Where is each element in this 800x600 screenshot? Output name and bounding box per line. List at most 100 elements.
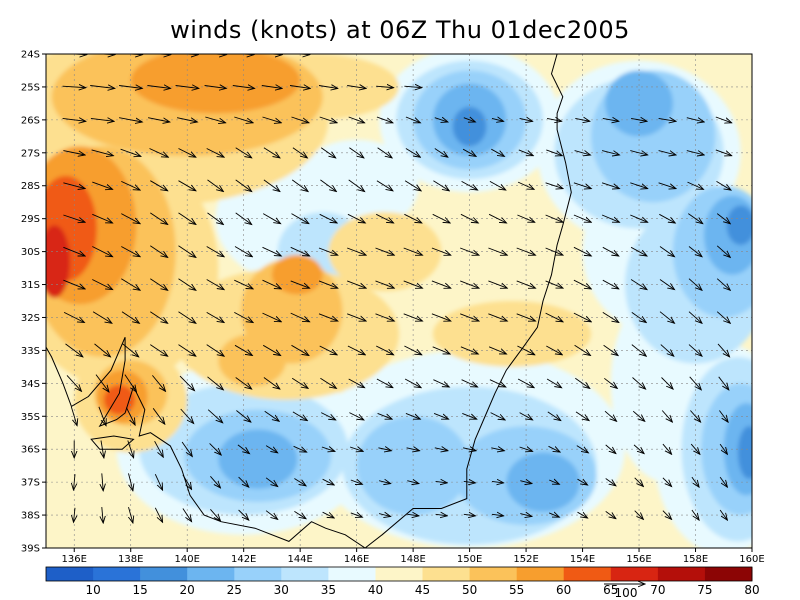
wind-arrow <box>687 181 704 189</box>
wind-arrow <box>573 182 591 189</box>
lat-tick-label: 35S <box>21 412 40 423</box>
wind-arrow <box>605 511 616 518</box>
wind-arrow <box>548 445 561 452</box>
wind-arrow <box>545 312 563 322</box>
wind-arrow <box>488 346 506 354</box>
contour-blob <box>46 225 70 298</box>
wind-arrow <box>262 116 282 123</box>
wind-arrow <box>290 280 310 288</box>
wind-arrow <box>206 246 224 257</box>
wind-arrow <box>719 509 727 520</box>
wind-arrow <box>460 280 479 288</box>
wind-arrow <box>660 344 674 357</box>
wind-arrow <box>517 378 534 388</box>
wind-arrow <box>347 280 366 288</box>
map-axes: 136E 138E 140E 142E 144E 146E 148E 150E 152E 154E… <box>21 50 765 566</box>
colorbar-frame <box>45 566 753 582</box>
wind-arrow <box>147 86 170 89</box>
wind-arrow <box>659 213 675 223</box>
wind-arrow <box>659 311 675 324</box>
lat-tick-label: 33S <box>21 346 40 357</box>
wind-arrow <box>347 247 366 255</box>
wind-arrow <box>632 377 646 390</box>
lon-tick-label: 146E <box>344 554 369 565</box>
colorbar-swatch <box>469 567 518 581</box>
wind-arrow <box>601 182 619 189</box>
wind-arrow <box>546 378 562 388</box>
colorbar-label: 75 <box>697 583 712 597</box>
wind-arrow <box>491 448 504 451</box>
lon-tick-label: 140E <box>174 554 199 565</box>
wind-arrow <box>463 514 476 516</box>
wind-arrow <box>121 311 139 324</box>
colorbar-swatch <box>704 567 753 581</box>
wind-arrow <box>603 344 619 355</box>
wind-arrow <box>602 279 619 289</box>
lat-tick-label: 28S <box>21 181 40 192</box>
wind-arrow <box>519 118 533 121</box>
wind-arrow <box>347 86 366 89</box>
wind-arrow <box>101 440 104 458</box>
wind-arrow <box>95 374 109 392</box>
contour-level-70-75 <box>46 225 70 298</box>
contour-blob <box>506 452 580 512</box>
wind-arrow <box>234 312 253 322</box>
wind-arrow <box>237 444 250 454</box>
wind-arrow <box>659 246 675 257</box>
wind-arrow <box>318 86 338 89</box>
wind-arrow <box>150 278 167 291</box>
contour-blob <box>130 54 301 114</box>
lat-tick-label: 26S <box>21 115 40 126</box>
colorbar-label: 10 <box>85 583 100 597</box>
wind-arrow <box>234 279 253 289</box>
wind-arrow <box>152 375 165 391</box>
wind-arrow <box>519 447 533 451</box>
wind-arrow <box>659 279 675 290</box>
wind-arrow <box>294 478 306 486</box>
wind-arrow <box>576 445 589 453</box>
wind-arrow <box>261 86 282 89</box>
wind-arrow <box>460 213 478 223</box>
contour-blob <box>218 429 298 489</box>
wind-arrow <box>716 181 732 190</box>
wind-arrow <box>431 313 451 321</box>
wind-arrow <box>577 512 588 518</box>
wind-arrow <box>690 443 700 454</box>
lat-tick-label: 39S <box>21 544 40 555</box>
wind-arrow <box>715 116 732 123</box>
wind-arrow <box>318 280 338 288</box>
wind-arrow <box>658 150 676 155</box>
wind-arrow <box>154 507 162 523</box>
wind-arrow <box>488 213 506 223</box>
colorbar-label: 80 <box>744 583 759 597</box>
wind-arrow <box>154 474 162 490</box>
wind-arrow <box>460 346 478 354</box>
wind-arrow <box>319 213 337 223</box>
lon-tick-label: 160E <box>739 554 764 565</box>
wind-arrow <box>322 478 335 485</box>
colorbar-swatch <box>610 567 659 581</box>
wind-arrow <box>601 150 619 155</box>
wind-arrow <box>206 279 224 290</box>
wind-arrow <box>435 514 448 516</box>
wind-arrow <box>263 147 280 158</box>
wind-arrow <box>631 344 647 357</box>
wind-arrow <box>347 345 365 355</box>
wind-arrow <box>124 374 137 392</box>
wind-arrow <box>715 149 732 156</box>
wind-arrow <box>207 212 224 225</box>
wind-arrow <box>491 118 504 121</box>
wind-arrow <box>175 86 199 89</box>
wind-arrow <box>150 212 167 225</box>
wind-arrow <box>488 247 507 255</box>
wind-arrow <box>102 473 103 490</box>
wind-arrow <box>518 149 534 156</box>
wind-arrow <box>264 410 280 421</box>
wind-arrow <box>150 180 167 191</box>
wind-arrow <box>432 346 450 354</box>
colorbar-swatch <box>187 567 235 581</box>
wind-arrow <box>662 477 672 487</box>
wind-arrow <box>63 279 85 289</box>
contour-blob <box>432 301 592 367</box>
